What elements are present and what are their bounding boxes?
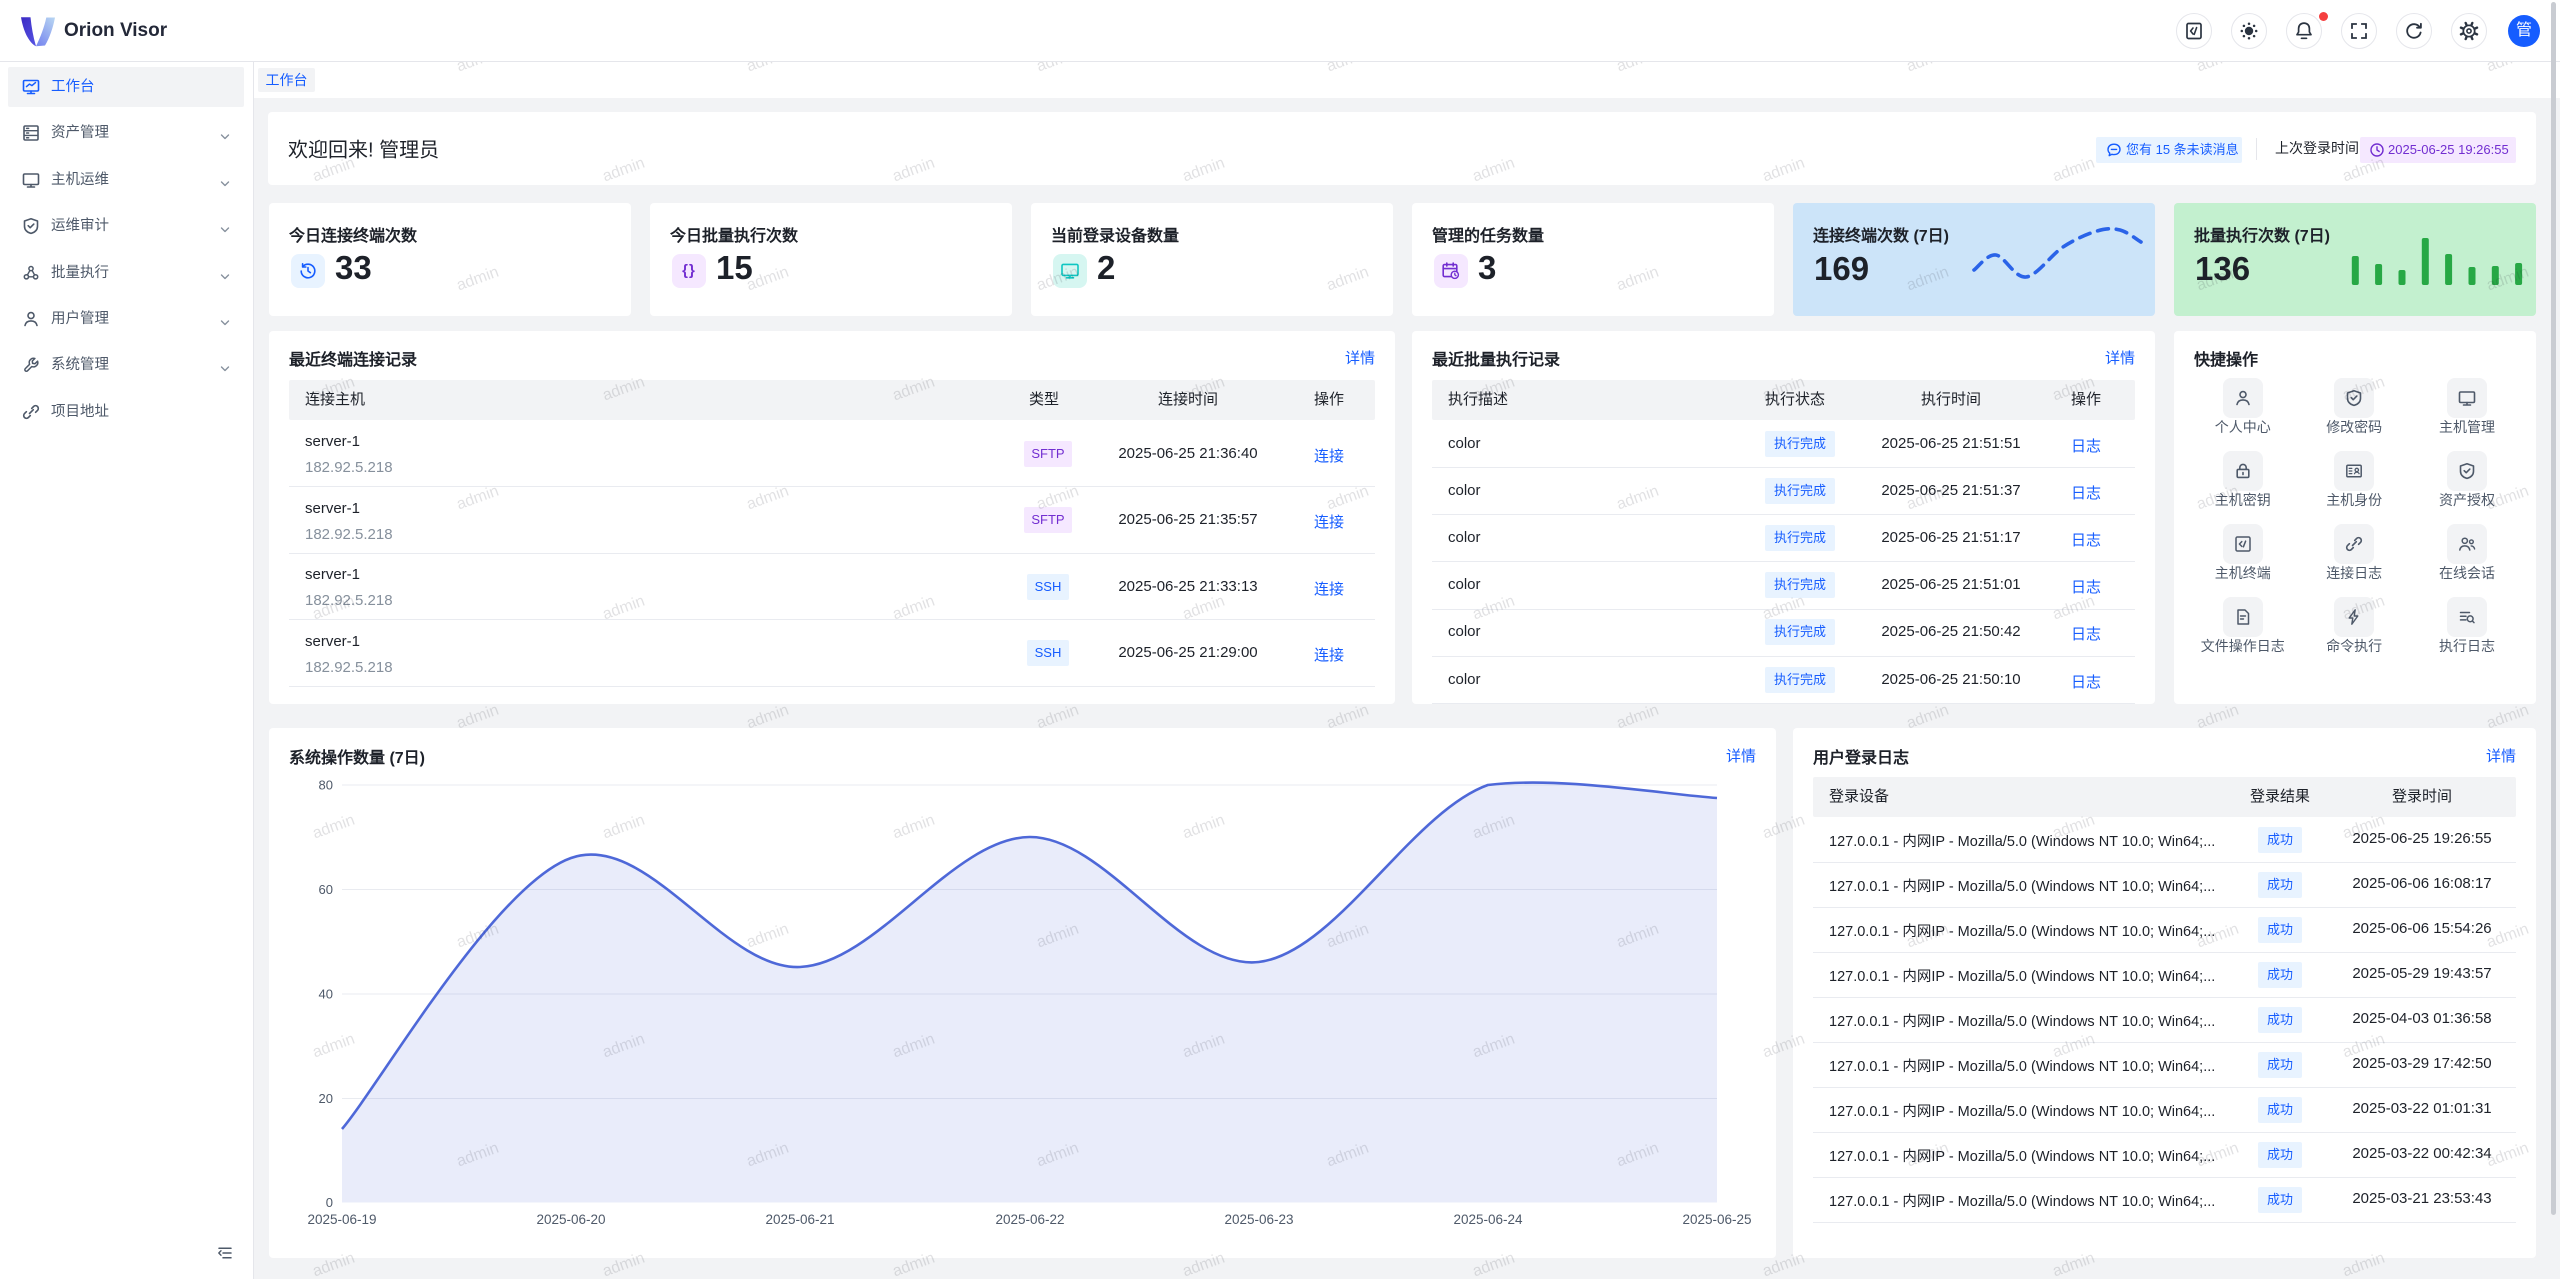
svg-text:2025-06-23: 2025-06-23 xyxy=(1224,1212,1293,1227)
svg-text:2025-06-24: 2025-06-24 xyxy=(1453,1212,1523,1227)
svg-text:0: 0 xyxy=(326,1195,333,1210)
svg-text:60: 60 xyxy=(319,882,333,897)
svg-text:40: 40 xyxy=(319,987,333,1002)
svg-text:80: 80 xyxy=(319,778,333,793)
svg-text:2025-06-25: 2025-06-25 xyxy=(1682,1212,1751,1227)
svg-text:2025-06-19: 2025-06-19 xyxy=(307,1212,376,1227)
svg-text:20: 20 xyxy=(319,1091,333,1106)
svg-text:2025-06-21: 2025-06-21 xyxy=(765,1212,834,1227)
svg-text:2025-06-20: 2025-06-20 xyxy=(536,1212,605,1227)
svg-text:2025-06-22: 2025-06-22 xyxy=(995,1212,1064,1227)
